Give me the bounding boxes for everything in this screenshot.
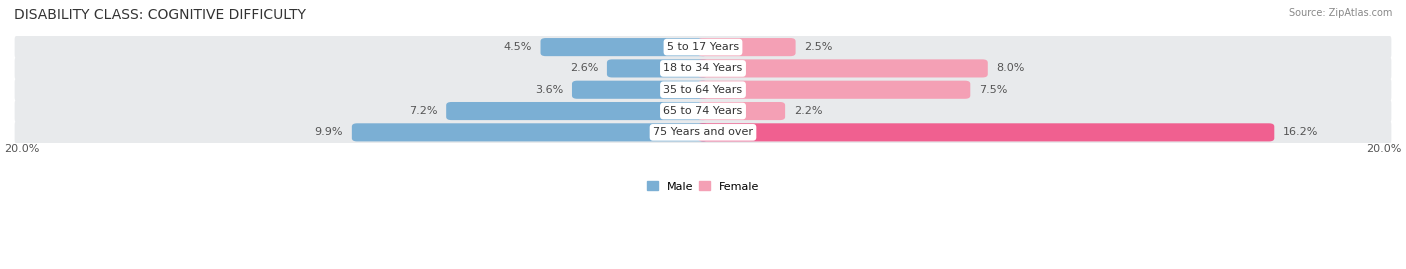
Text: 35 to 64 Years: 35 to 64 Years <box>664 85 742 95</box>
FancyBboxPatch shape <box>14 97 1392 125</box>
FancyBboxPatch shape <box>14 33 1392 62</box>
Text: 7.2%: 7.2% <box>409 106 437 116</box>
FancyBboxPatch shape <box>540 38 709 56</box>
Text: 9.9%: 9.9% <box>315 127 343 137</box>
FancyBboxPatch shape <box>697 59 988 77</box>
FancyBboxPatch shape <box>697 123 1274 141</box>
FancyBboxPatch shape <box>14 54 1392 83</box>
FancyBboxPatch shape <box>697 102 785 120</box>
Text: 2.5%: 2.5% <box>804 42 832 52</box>
Text: DISABILITY CLASS: COGNITIVE DIFFICULTY: DISABILITY CLASS: COGNITIVE DIFFICULTY <box>14 8 307 22</box>
Text: Source: ZipAtlas.com: Source: ZipAtlas.com <box>1288 8 1392 18</box>
Text: 7.5%: 7.5% <box>979 85 1008 95</box>
Text: 4.5%: 4.5% <box>503 42 531 52</box>
FancyBboxPatch shape <box>446 102 709 120</box>
Text: 2.6%: 2.6% <box>569 63 598 73</box>
Text: 18 to 34 Years: 18 to 34 Years <box>664 63 742 73</box>
Text: 2.2%: 2.2% <box>794 106 823 116</box>
Text: 8.0%: 8.0% <box>997 63 1025 73</box>
Text: 5 to 17 Years: 5 to 17 Years <box>666 42 740 52</box>
Text: 20.0%: 20.0% <box>1367 144 1402 154</box>
FancyBboxPatch shape <box>14 75 1392 104</box>
FancyBboxPatch shape <box>697 81 970 99</box>
FancyBboxPatch shape <box>607 59 709 77</box>
Text: 3.6%: 3.6% <box>536 85 564 95</box>
Text: 20.0%: 20.0% <box>4 144 39 154</box>
Legend: Male, Female: Male, Female <box>643 177 763 196</box>
Text: 65 to 74 Years: 65 to 74 Years <box>664 106 742 116</box>
FancyBboxPatch shape <box>14 118 1392 147</box>
FancyBboxPatch shape <box>352 123 709 141</box>
Text: 75 Years and over: 75 Years and over <box>652 127 754 137</box>
FancyBboxPatch shape <box>572 81 709 99</box>
Text: 16.2%: 16.2% <box>1284 127 1319 137</box>
FancyBboxPatch shape <box>697 38 796 56</box>
